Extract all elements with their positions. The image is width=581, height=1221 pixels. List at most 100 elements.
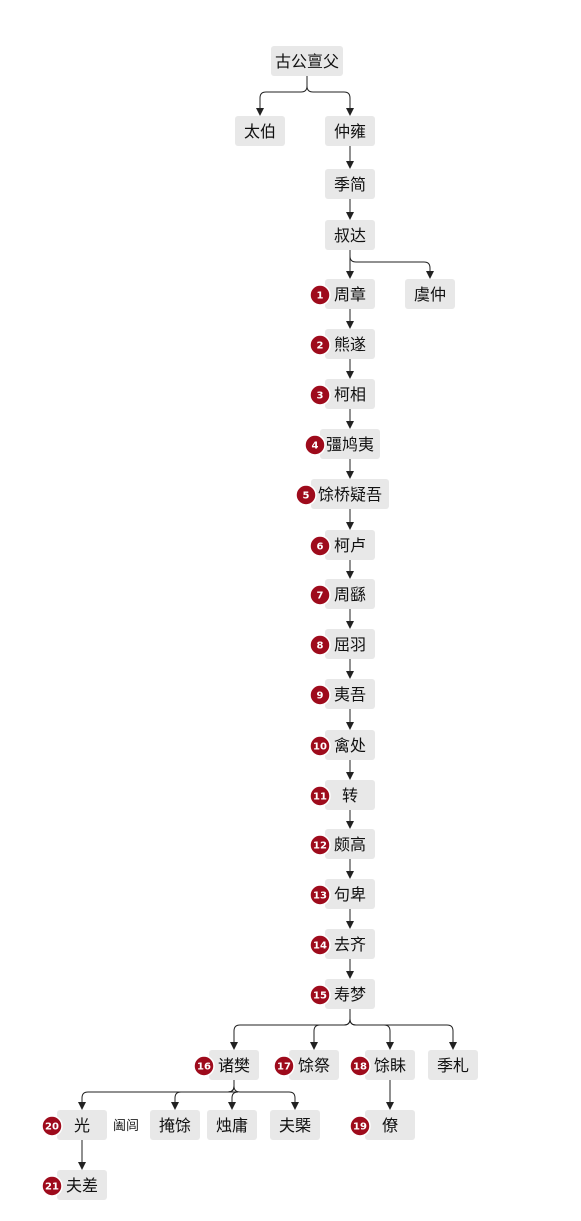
node-jijian: 季简: [325, 169, 375, 199]
node-label: 馀祭: [298, 1056, 330, 1075]
node-label: 太伯: [244, 122, 276, 141]
order-badge-number: 8: [317, 641, 324, 652]
order-badge: [309, 584, 331, 606]
edge-zhufan-fugai: [233, 1080, 299, 1110]
node-box: [428, 1050, 478, 1080]
order-badge: [309, 785, 331, 807]
order-badge: [273, 1055, 295, 1077]
order-badge-number: 17: [277, 1062, 291, 1073]
node-label: 柯卢: [334, 536, 366, 555]
order-badge-number: 15: [313, 991, 327, 1002]
order-badge-number: 21: [45, 1182, 59, 1193]
node-label: 光: [74, 1116, 90, 1135]
node-yiwu: 夷吾 9: [309, 679, 375, 709]
node-label: 季札: [437, 1056, 469, 1075]
node-label: 转: [342, 786, 358, 805]
node-label: 古公亶父: [275, 52, 339, 71]
node-box: [325, 879, 375, 909]
node-box: [325, 579, 375, 609]
node-zhongyong: 仲雍: [325, 116, 375, 146]
order-badge: [309, 284, 331, 306]
node-kexiang: 柯相 3: [309, 379, 375, 409]
order-badge: [309, 535, 331, 557]
order-badge-number: 20: [45, 1122, 59, 1133]
order-badge-number: 16: [197, 1062, 211, 1073]
order-badge-number: 1: [317, 291, 324, 302]
node-box: [325, 679, 375, 709]
node-jiangjiuyi: 彊鸠夷 4: [304, 429, 380, 459]
node-label: 掩馀: [159, 1116, 191, 1135]
node-quqi: 去齐 14: [309, 929, 375, 959]
order-badge-number: 19: [353, 1122, 367, 1133]
node-label: 虞仲: [414, 285, 446, 304]
edge-zhufan-guang: [78, 1080, 235, 1110]
node-box: [325, 929, 375, 959]
node-jizha: 季札: [428, 1050, 478, 1080]
node-fugai: 夫槩: [270, 1110, 320, 1140]
node-box: [320, 429, 380, 459]
node-box: [289, 1050, 339, 1080]
node-yuqiaoyiwu: 馀桥疑吾 5: [295, 479, 389, 509]
node-quyu: 屈羽 8: [309, 629, 375, 659]
node-yanyu: 掩馀: [150, 1110, 200, 1140]
edge-gugong-taibo: [256, 76, 308, 116]
node-guang: 光 20: [41, 1110, 107, 1140]
notes-layer: 阖闾: [113, 1119, 139, 1134]
order-badge-number: 4: [312, 441, 319, 452]
node-label: 彊鸠夷: [326, 435, 374, 454]
node-box: [325, 730, 375, 760]
order-badge-number: 5: [303, 491, 310, 502]
node-label: 去齐: [334, 935, 366, 954]
node-yuzhong: 虞仲: [405, 279, 455, 309]
node-box: [325, 379, 375, 409]
node-box: [325, 979, 375, 1009]
node-fuchai: 夫差 21: [41, 1170, 107, 1200]
order-badge: [309, 884, 331, 906]
edge-gugong-zhongyong: [306, 76, 354, 116]
node-box: [57, 1110, 107, 1140]
edges-layer: [78, 76, 457, 1170]
node-kelu: 柯卢 6: [309, 530, 375, 560]
node-box: [150, 1110, 200, 1140]
node-box: [325, 329, 375, 359]
alias-note-helu: 阖闾: [113, 1119, 139, 1134]
node-label: 夫槩: [279, 1116, 311, 1135]
order-badge: [309, 684, 331, 706]
node-zhouzhang: 周章 1: [309, 279, 375, 309]
node-qinchu: 禽处 10: [309, 730, 375, 760]
node-label: 夷吾: [334, 685, 366, 704]
order-badge: [309, 735, 331, 757]
node-box: [405, 279, 455, 309]
order-badge-number: 3: [317, 391, 324, 402]
node-box: [207, 1110, 257, 1140]
order-badge: [193, 1055, 215, 1077]
order-badge: [349, 1115, 371, 1137]
node-label: 周繇: [334, 585, 366, 604]
order-badge: [309, 334, 331, 356]
node-yumei: 馀眛 18: [349, 1050, 415, 1080]
edge-shoumeng-zhufan: [230, 1009, 351, 1050]
node-xiongsui: 熊遂 2: [309, 329, 375, 359]
node-zhuan: 转 11: [309, 780, 375, 810]
order-badge: [41, 1115, 63, 1137]
node-zhuyong: 烛庸: [207, 1110, 257, 1140]
node-label: 馀眛: [374, 1056, 406, 1075]
order-badge-number: 2: [317, 341, 324, 352]
node-label: 颇高: [334, 835, 366, 854]
node-label: 寿梦: [334, 985, 366, 1004]
order-badge-number: 14: [313, 941, 327, 952]
order-badge-number: 10: [313, 742, 327, 753]
node-box: [325, 220, 375, 250]
node-box: [325, 116, 375, 146]
node-goubei: 句卑 13: [309, 879, 375, 909]
order-badge: [309, 984, 331, 1006]
node-box: [325, 829, 375, 859]
order-badge-number: 18: [353, 1062, 367, 1073]
node-box: [271, 46, 343, 76]
edge-zhufan-zhuyong: [227, 1080, 239, 1110]
node-label: 句卑: [334, 885, 366, 904]
node-box: [57, 1170, 107, 1200]
node-box: [325, 169, 375, 199]
